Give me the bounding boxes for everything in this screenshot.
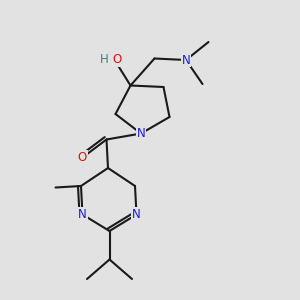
Text: H: H: [100, 52, 109, 66]
Text: N: N: [136, 127, 146, 140]
Text: N: N: [78, 208, 87, 221]
Text: N: N: [132, 208, 141, 221]
Text: O: O: [112, 52, 122, 66]
Text: O: O: [78, 151, 87, 164]
Text: N: N: [182, 53, 190, 67]
